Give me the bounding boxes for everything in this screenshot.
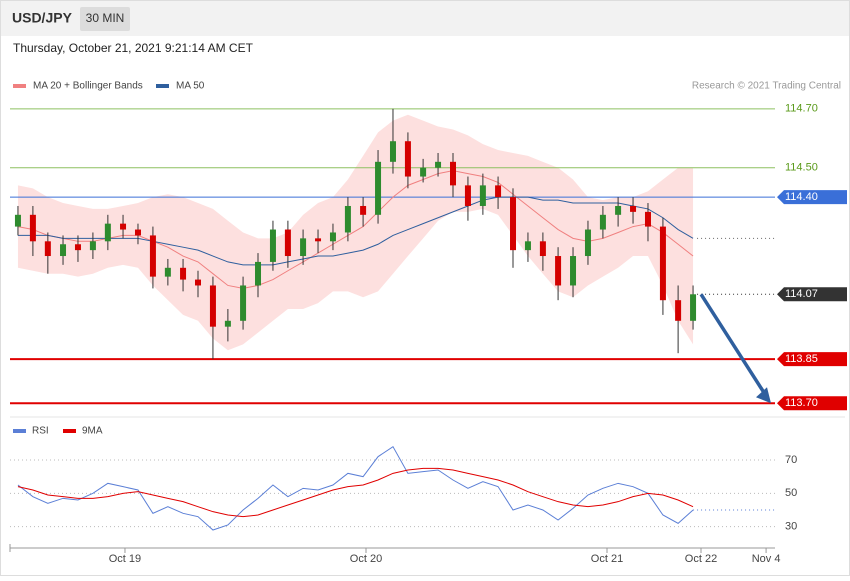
- level-label: 114.50: [785, 162, 818, 174]
- candle-body: [360, 205, 367, 215]
- x-tick-label: Nov 4: [752, 553, 781, 565]
- forecast-arrowhead: [756, 387, 771, 404]
- candle-body: [29, 214, 36, 242]
- candle-body: [329, 232, 336, 242]
- candle-body: [134, 229, 141, 236]
- candle-body: [539, 241, 546, 257]
- candle-body: [420, 167, 427, 177]
- interval[interactable]: 30 MIN: [86, 11, 125, 25]
- candle-body: [435, 161, 442, 168]
- candle-body: [180, 267, 187, 280]
- header-bar: [1, 1, 849, 36]
- y-tick-label: 50: [785, 487, 797, 499]
- candle-body: [209, 285, 216, 327]
- candle-body: [164, 267, 171, 277]
- legend-label: MA 50: [176, 81, 205, 92]
- candle-body: [89, 241, 96, 251]
- candle-body: [599, 214, 606, 230]
- level-tag: [777, 396, 847, 411]
- candle-body: [104, 223, 111, 242]
- candle-body: [630, 205, 637, 212]
- candle-body: [344, 205, 351, 233]
- candle-body: [555, 256, 562, 286]
- legend-label: MA 20 + Bollinger Bands: [33, 81, 143, 92]
- interval-button[interactable]: [80, 7, 130, 31]
- x-tick-label: Oct 19: [109, 553, 141, 565]
- source: Research © 2021 Trading Central: [692, 81, 841, 92]
- candle-body: [404, 141, 411, 177]
- candle-body: [449, 161, 456, 186]
- candle-body: [315, 238, 322, 242]
- level-tag: [777, 287, 847, 302]
- candle-body: [389, 141, 396, 162]
- level-label: 114.07: [785, 288, 818, 300]
- ma-line: [17, 196, 694, 266]
- candle-body: [120, 223, 127, 230]
- legend-swatch: [63, 429, 76, 433]
- level-tag: [777, 190, 847, 205]
- y-tick-label: 70: [785, 454, 797, 466]
- candle-body: [194, 279, 201, 286]
- candle-body: [44, 241, 51, 257]
- legend-label: RSI: [32, 426, 49, 437]
- legend-swatch: [13, 429, 26, 433]
- candle-body: [375, 161, 382, 215]
- candle-body: [495, 185, 502, 198]
- candle-body: [570, 256, 577, 286]
- candle-body: [224, 320, 231, 327]
- candle-body: [690, 294, 697, 321]
- rsi-line: [17, 467, 694, 518]
- legend-swatch: [156, 84, 169, 88]
- level-label: 114.40: [785, 191, 818, 203]
- candle-body: [149, 235, 156, 277]
- candle-body: [255, 261, 262, 286]
- legend-label: 9MA: [82, 426, 103, 437]
- candle-body: [464, 185, 471, 206]
- candle-body: [524, 241, 531, 251]
- x-tick-label: Oct 21: [591, 553, 623, 565]
- timestamp: Thursday, October 21, 2021 9:21:14 AM CE…: [13, 41, 254, 55]
- ma-line: [17, 170, 694, 289]
- candle-body: [659, 226, 666, 301]
- candle-body: [300, 238, 307, 257]
- level-tag: [777, 352, 847, 367]
- level-label: 113.85: [785, 353, 818, 365]
- candle-body: [60, 244, 67, 257]
- candle-body: [269, 229, 276, 262]
- bollinger-band: [17, 114, 694, 351]
- candle-body: [479, 185, 486, 206]
- rsi-line: [17, 445, 694, 531]
- x-tick-label: Oct 20: [350, 553, 382, 565]
- legend-swatch: [13, 84, 26, 88]
- x-tick-label: Oct 22: [685, 553, 717, 565]
- candle-body: [240, 285, 247, 321]
- candle-body: [74, 244, 81, 251]
- y-tick-label: 30: [785, 521, 797, 533]
- candle-body: [675, 300, 682, 321]
- candle-body: [14, 214, 21, 227]
- candle-body: [284, 229, 291, 257]
- candle-body: [584, 229, 591, 257]
- candle-body: [644, 211, 651, 227]
- forecast-arrow: [699, 293, 767, 396]
- candle-body: [615, 205, 622, 215]
- level-label: 113.70: [785, 397, 818, 409]
- symbol: USD/JPY: [12, 10, 73, 26]
- candle-body: [510, 197, 517, 251]
- level-label: 114.70: [785, 103, 818, 115]
